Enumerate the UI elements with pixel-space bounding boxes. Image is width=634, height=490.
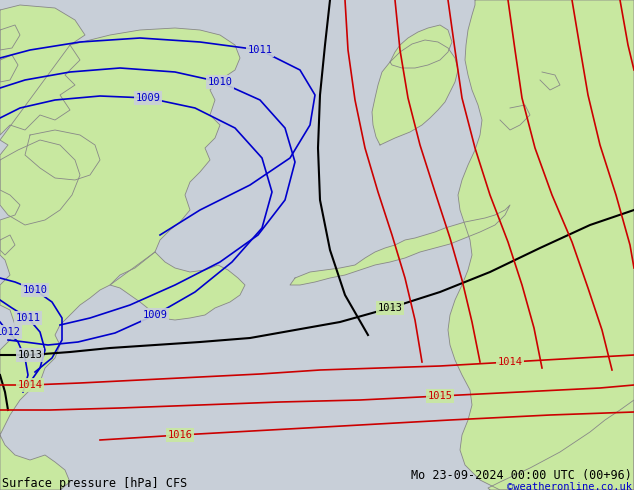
Text: Surface pressure [hPa] CFS: Surface pressure [hPa] CFS xyxy=(2,477,187,490)
Text: 1016: 1016 xyxy=(167,430,193,440)
Text: 1014: 1014 xyxy=(498,357,522,367)
Polygon shape xyxy=(0,25,20,50)
Polygon shape xyxy=(0,28,240,435)
Polygon shape xyxy=(0,140,80,225)
Text: 1011: 1011 xyxy=(247,45,273,55)
Text: 1014: 1014 xyxy=(18,380,42,390)
Text: 1011: 1011 xyxy=(15,313,41,323)
Text: ©weatheronline.co.uk: ©weatheronline.co.uk xyxy=(507,482,632,490)
Polygon shape xyxy=(448,0,634,490)
Text: 1013: 1013 xyxy=(377,303,403,313)
Text: Mo 23-09-2024 00:00 UTC (00+96): Mo 23-09-2024 00:00 UTC (00+96) xyxy=(411,468,632,482)
Text: 1015: 1015 xyxy=(427,391,453,401)
Polygon shape xyxy=(110,252,245,320)
Polygon shape xyxy=(0,435,70,490)
Text: 1009: 1009 xyxy=(136,93,160,103)
Polygon shape xyxy=(488,400,634,490)
Text: 1010: 1010 xyxy=(207,77,233,87)
Polygon shape xyxy=(0,235,15,255)
Polygon shape xyxy=(372,40,458,145)
Polygon shape xyxy=(0,5,85,135)
Polygon shape xyxy=(0,55,18,82)
Polygon shape xyxy=(25,130,100,180)
Polygon shape xyxy=(290,205,510,285)
Text: 1010: 1010 xyxy=(22,285,48,295)
Text: 1013: 1013 xyxy=(18,350,42,360)
Text: 1012: 1012 xyxy=(0,327,20,337)
Polygon shape xyxy=(390,25,452,68)
Text: 1009: 1009 xyxy=(143,310,167,320)
